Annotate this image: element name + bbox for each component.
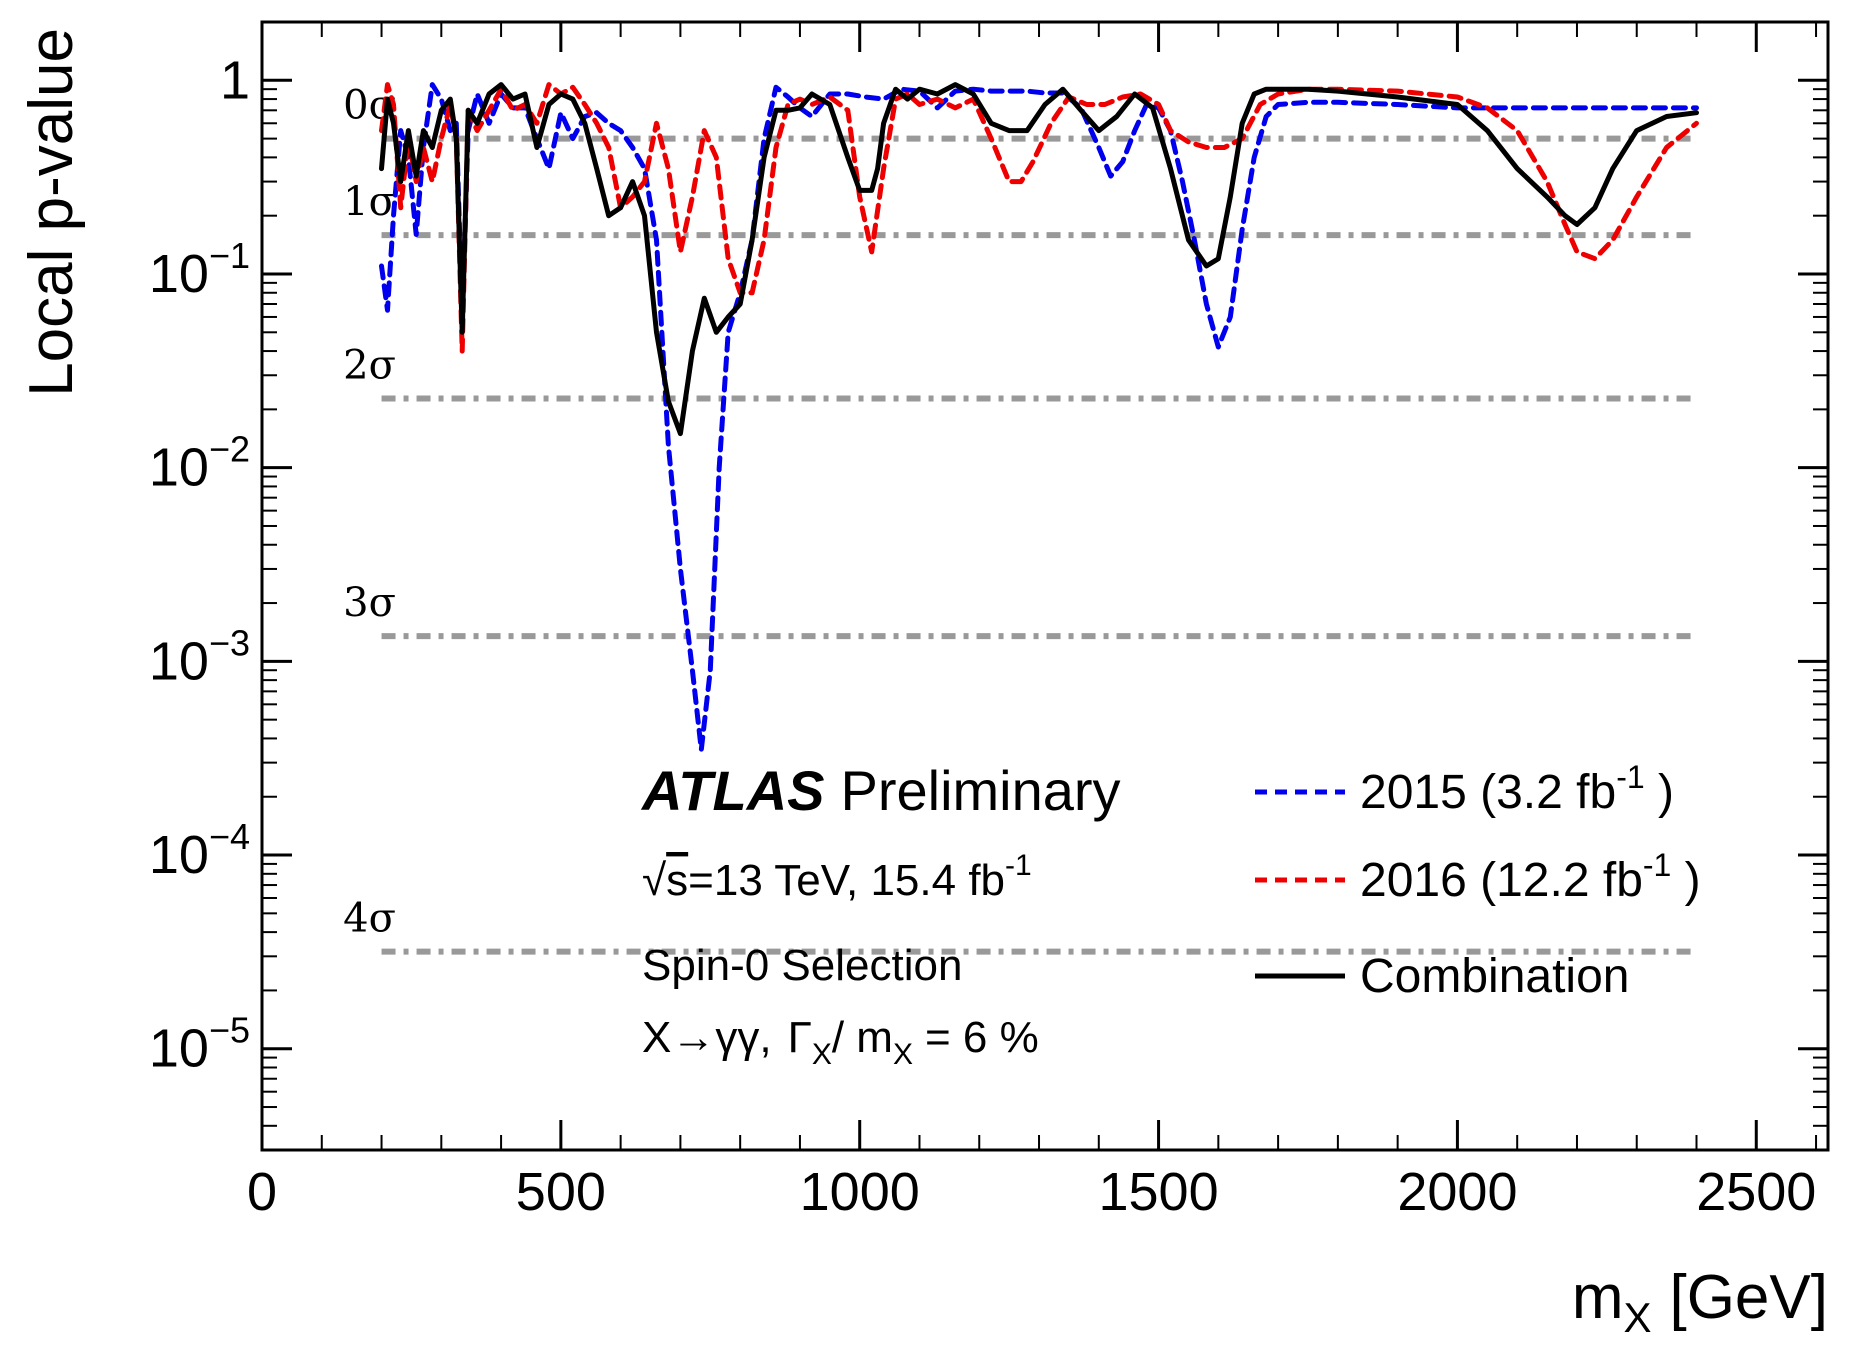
x-axis-title-unit: [GeV] — [1669, 1263, 1828, 1332]
atlas-brand: ATLAS — [640, 759, 825, 822]
sigma-label-2: 2σ — [343, 343, 396, 389]
x-tick-label: 500 — [516, 1162, 606, 1222]
legend-label-2015: 2015 (3.2 fb-1 ) — [1360, 759, 1674, 819]
legend-label-2016-sup: -1 — [1643, 847, 1671, 883]
energy-sup: -1 — [1005, 849, 1032, 882]
axis-ticks: 0 500 1000 1500 2000 2500 1 10−1 10−2 10−3 10−4 10−… — [149, 21, 1828, 1222]
y-tick-label: 10−2 — [149, 429, 250, 498]
y-axis-title: Local p-value — [17, 28, 86, 397]
y-tick-label: 10−3 — [149, 622, 250, 691]
x-tick-label: 2000 — [1397, 1162, 1517, 1222]
legend-label-2015-suffix: ) — [1645, 766, 1674, 819]
sigma-label-1: 1σ — [343, 179, 396, 225]
energy-text: =13 TeV, 15.4 fb — [688, 856, 1005, 905]
width-mid: / m — [832, 1013, 893, 1062]
sqrt-s: s — [666, 856, 688, 905]
sigma-label-4: 4σ — [343, 896, 396, 942]
legend-label-2016: 2016 (12.2 fb-1 ) — [1360, 847, 1701, 907]
legend-label-2016-name: 2016 (12.2 fb — [1360, 854, 1643, 907]
sqrt-symbol: √ — [642, 856, 667, 905]
legend-label-2016-suffix: ) — [1671, 854, 1700, 907]
atlas-brand-suffix: Preliminary — [841, 759, 1121, 822]
process-text: X→γγ, — [642, 1013, 772, 1062]
x-axis-title-main: m — [1572, 1263, 1624, 1332]
x-tick-label: 1500 — [1098, 1162, 1218, 1222]
width-value: = 6 % — [925, 1013, 1039, 1062]
legend-label-2015-sup: -1 — [1616, 759, 1644, 795]
process-label: X→γγ, ΓX/ mX = 6 % — [642, 1013, 1039, 1071]
x-tick-label: 2500 — [1696, 1162, 1816, 1222]
legend-label-combination: Combination — [1360, 950, 1629, 1003]
x-axis-title: mX [GeV] — [1572, 1263, 1828, 1341]
width-gamma: Γ — [788, 1013, 812, 1062]
legend: 2015 (3.2 fb-1 ) 2016 (12.2 fb-1 ) Combi… — [1255, 759, 1701, 1003]
energy-lumi-label: √s=13 TeV, 15.4 fb-1 — [642, 849, 1032, 905]
x-tick-label: 0 — [247, 1162, 277, 1222]
series-line-1 — [379, 82, 1699, 354]
sigma-label-3: 3σ — [343, 580, 396, 626]
x-axis-title-sub: X — [1623, 1294, 1651, 1341]
y-tick-label: 10−5 — [149, 1010, 250, 1079]
y-tick-label: 10−4 — [149, 816, 250, 885]
y-tick-label: 10−1 — [149, 235, 250, 304]
selection-label: Spin-0 Selection — [642, 941, 962, 990]
series-line-2 — [379, 82, 1699, 437]
atlas-label: ATLAS Preliminary — [640, 759, 1121, 822]
plot-frame — [260, 20, 1830, 1152]
legend-label-2015-name: 2015 (3.2 fb — [1360, 766, 1616, 819]
x-tick-label: 1000 — [800, 1162, 920, 1222]
width-sub2: X — [893, 1038, 913, 1071]
y-tick-label: 1 — [220, 50, 250, 110]
width-sub1: X — [812, 1038, 832, 1071]
series-lines — [379, 82, 1699, 753]
